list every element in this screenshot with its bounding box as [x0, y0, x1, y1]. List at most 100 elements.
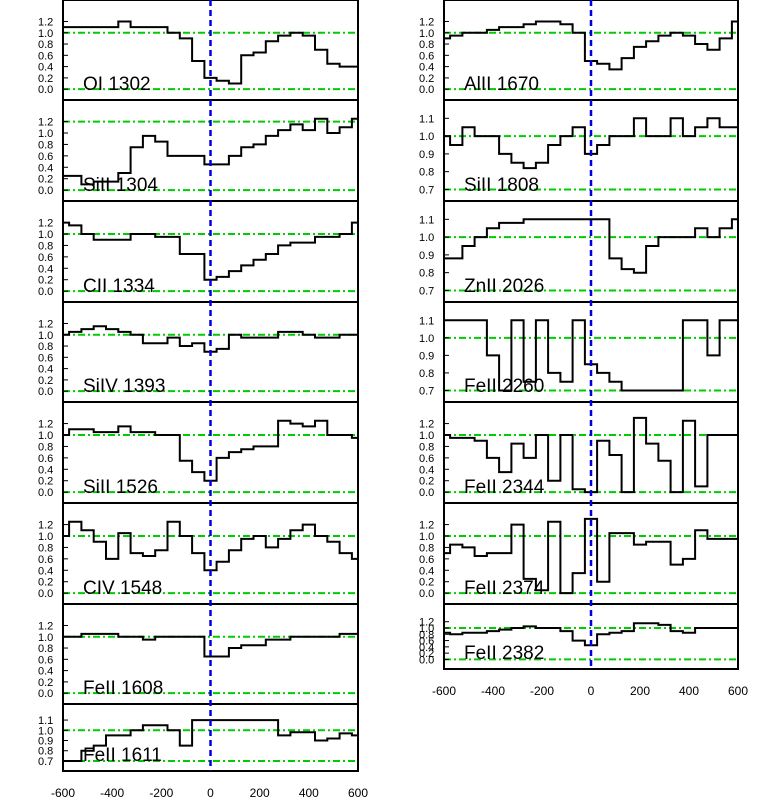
- spectrum-panel: 0.00.20.40.60.81.01.2 OI 1302: [38, 0, 359, 101]
- y-tick-label: 1.1: [419, 113, 434, 125]
- y-tick-label: 0.0: [38, 286, 53, 298]
- spectrum-step-line: [444, 622, 738, 647]
- y-tick-label: 1.2: [38, 520, 53, 532]
- spectrum-step-line: [63, 419, 358, 482]
- y-tick-label: 0.6: [38, 453, 53, 465]
- y-tick-label: 0.8: [38, 643, 53, 655]
- spectrum-step-line: [63, 632, 358, 658]
- y-tick-label: 1.0: [419, 333, 434, 345]
- panel-label: FeII 2382: [464, 643, 544, 664]
- y-tick-label: 0.8: [419, 368, 434, 380]
- y-tick-label: 0.6: [419, 50, 434, 62]
- panel-label: SiIV 1393: [83, 376, 165, 397]
- y-tick-label: 1.0: [419, 28, 434, 40]
- spectrum-panel: 0.00.20.40.60.81.01.2 CII 1334: [38, 200, 359, 303]
- y-tick-label: 0.6: [38, 151, 53, 163]
- y-tick-label: 0.8: [38, 746, 53, 758]
- panel-label: SiII 1808: [464, 175, 539, 196]
- x-tick-label: -400: [481, 684, 505, 698]
- spectrum-step-line: [444, 416, 738, 494]
- y-tick-label: 0.8: [419, 542, 434, 554]
- spectrum-panel: 0.00.20.40.60.81.01.2 FeII 2382: [419, 603, 739, 670]
- panel-label: CIV 1548: [83, 578, 162, 599]
- spectrum-step-line: [444, 517, 738, 595]
- y-tick-label: 0.2: [419, 73, 434, 85]
- y-tick-label: 0.6: [419, 636, 434, 648]
- x-tick-label: -600: [51, 786, 75, 800]
- y-tick-label: 0.4: [419, 62, 434, 74]
- spectrum-panel: 0.70.80.91.01.1 FeII 1611: [38, 703, 359, 772]
- panel-label: CII 1334: [83, 276, 155, 297]
- y-tick-label: 0.7: [38, 756, 53, 768]
- y-tick-label: 0.0: [419, 588, 434, 600]
- spectrum-panel: 0.00.20.40.60.81.01.2 FeII 2344: [419, 401, 739, 504]
- y-tick-label: 0.4: [419, 464, 434, 476]
- y-tick-label: 0.0: [38, 185, 53, 197]
- y-tick-label: 1.0: [419, 232, 434, 244]
- y-tick-label: 0.7: [419, 184, 434, 196]
- y-tick-label: 1.2: [38, 16, 53, 28]
- y-tick-label: 0.2: [419, 476, 434, 488]
- y-tick-label: 1.0: [38, 531, 53, 543]
- y-tick-label: 1.2: [419, 617, 434, 629]
- spectrum-step-line: [444, 218, 738, 274]
- x-tick-label: 200: [250, 786, 270, 800]
- y-tick-label: 0.8: [38, 542, 53, 554]
- y-tick-label: 0.2: [38, 677, 53, 689]
- y-tick-label: 0.9: [419, 149, 434, 161]
- y-tick-label: 0.2: [38, 73, 53, 85]
- x-tick-label: -400: [100, 786, 124, 800]
- y-tick-label: 0.2: [38, 275, 53, 287]
- x-tick-label: -200: [149, 786, 173, 800]
- y-tick-label: 1.0: [419, 131, 434, 143]
- y-tick-label: 1.0: [38, 28, 53, 40]
- y-tick-label: 0.8: [419, 39, 434, 51]
- y-tick-label: 0.7: [419, 285, 434, 297]
- spectrum-panel: 0.7 0.8 0.9 1.0 1.1 FeII 2260: [419, 301, 739, 403]
- y-tick-label: 1.0: [419, 623, 434, 635]
- y-tick-label: 0.8: [38, 240, 53, 252]
- y-tick-label: 0.4: [38, 666, 53, 678]
- x-tick-label: 600: [728, 684, 748, 698]
- spectrum-step-line: [63, 325, 358, 353]
- y-tick-label: 0.6: [38, 654, 53, 666]
- y-tick-label: 0.6: [38, 352, 53, 364]
- y-tick-label: 0.6: [419, 453, 434, 465]
- spectrum-step-line: [444, 117, 738, 170]
- y-tick-label: 0.9: [419, 350, 434, 362]
- x-tick-label: 0: [207, 786, 214, 800]
- y-tick-label: 0.2: [38, 577, 53, 589]
- y-tick-label: 0.8: [419, 167, 434, 179]
- y-tick-label: 1.2: [38, 318, 53, 330]
- y-tick-label: 0.2: [38, 174, 53, 186]
- y-tick-label: 1.1: [419, 315, 434, 327]
- spectrum-panel: 0.00.20.40.60.81.01.2 SiII 1304: [38, 99, 359, 202]
- spectrum-panel: 0.7 0.8 0.9 1.0 1.1 ZnII 2026: [419, 200, 739, 303]
- spectrum-step-line: [63, 221, 358, 281]
- y-tick-label: 1.0: [38, 430, 53, 442]
- y-tick-label: 0.2: [38, 476, 53, 488]
- y-tick-label: 0.0: [419, 84, 434, 96]
- y-tick-label: 1.1: [38, 715, 53, 727]
- y-tick-label: 1.0: [38, 632, 53, 644]
- y-tick-label: 0.4: [419, 565, 434, 577]
- y-tick-label: 0.2: [38, 375, 53, 387]
- y-tick-label: 0.8: [38, 441, 53, 453]
- y-tick-label: 0.4: [38, 565, 53, 577]
- y-tick-label: 1.0: [38, 330, 53, 342]
- y-tick-label: 0.0: [419, 654, 434, 666]
- y-tick-label: 0.8: [419, 268, 434, 280]
- y-tick-label: 1.2: [419, 16, 434, 28]
- panel-label: FeII 2374: [464, 578, 545, 599]
- panel-label: ZnII 2026: [464, 276, 544, 297]
- y-tick-label: 0.4: [419, 642, 434, 654]
- left-panel-column: 0.00.20.40.60.81.01.2OI 13020.00.20.40.6…: [38, 0, 368, 800]
- y-tick-label: 0.0: [419, 487, 434, 499]
- spectrum-step-line: [444, 20, 738, 71]
- y-tick-label: 0.0: [38, 588, 53, 600]
- y-tick-label: 0.4: [38, 464, 53, 476]
- y-tick-label: 0.8: [38, 139, 53, 151]
- panel-label: FeII 1611: [83, 745, 162, 766]
- panel-label: FeII 1608: [83, 678, 163, 699]
